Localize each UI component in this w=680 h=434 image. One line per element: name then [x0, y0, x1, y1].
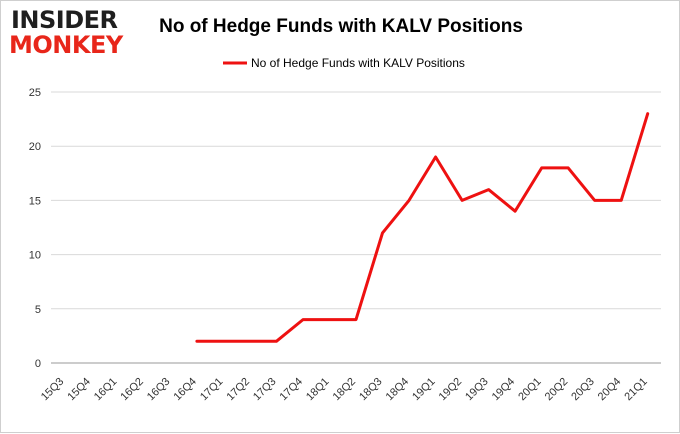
x-tick-label: 19Q4: [490, 376, 518, 404]
x-tick-label: 20Q1: [516, 376, 544, 404]
x-tick-label: 16Q4: [171, 376, 199, 404]
legend: No of Hedge Funds with KALV Positions: [223, 56, 465, 70]
x-tick-label: 15Q3: [39, 376, 67, 404]
x-tick-label: 18Q1: [304, 376, 332, 404]
insider-monkey-logo: INSIDER MONKEY: [9, 6, 131, 59]
x-tick-label: 19Q3: [463, 376, 491, 404]
x-tick-label: 20Q4: [596, 376, 624, 404]
y-tick-label: 20: [29, 141, 41, 153]
x-tick-label: 17Q4: [278, 376, 306, 404]
x-axis-ticks: 15Q315Q416Q116Q216Q316Q417Q117Q217Q317Q4…: [39, 376, 650, 404]
grid-lines: [51, 91, 661, 364]
x-tick-label: 18Q2: [331, 376, 359, 404]
x-tick-label: 19Q1: [410, 376, 438, 404]
x-tick-label: 16Q3: [145, 376, 173, 404]
y-axis-ticks: 0 5 10 15 20 25: [29, 87, 41, 370]
legend-label: No of Hedge Funds with KALV Positions: [251, 56, 465, 70]
x-tick-label: 21Q1: [622, 376, 650, 404]
y-tick-label: 25: [29, 87, 41, 99]
logo-line-2: MONKEY: [9, 31, 123, 59]
x-tick-label: 20Q2: [543, 376, 571, 404]
x-tick-label: 20Q3: [569, 376, 597, 404]
x-tick-label: 18Q3: [357, 376, 385, 404]
x-tick-label: 17Q1: [198, 376, 226, 404]
y-tick-label: 15: [29, 195, 41, 207]
x-tick-label: 15Q4: [65, 376, 93, 404]
y-tick-label: 10: [29, 250, 41, 262]
x-tick-label: 16Q1: [92, 376, 120, 404]
series-line: [195, 112, 650, 343]
chart-title: No of Hedge Funds with KALV Positions: [159, 16, 523, 37]
x-tick-label: 17Q2: [225, 376, 253, 404]
x-tick-label: 18Q4: [384, 376, 412, 404]
x-tick-label: 16Q2: [118, 376, 146, 404]
x-tick-label: 17Q3: [251, 376, 279, 404]
logo-line-1: INSIDER: [11, 6, 118, 34]
y-tick-label: 5: [35, 304, 41, 316]
x-tick-label: 19Q2: [437, 376, 465, 404]
series-group: [195, 112, 650, 343]
y-tick-label: 0: [35, 358, 41, 370]
